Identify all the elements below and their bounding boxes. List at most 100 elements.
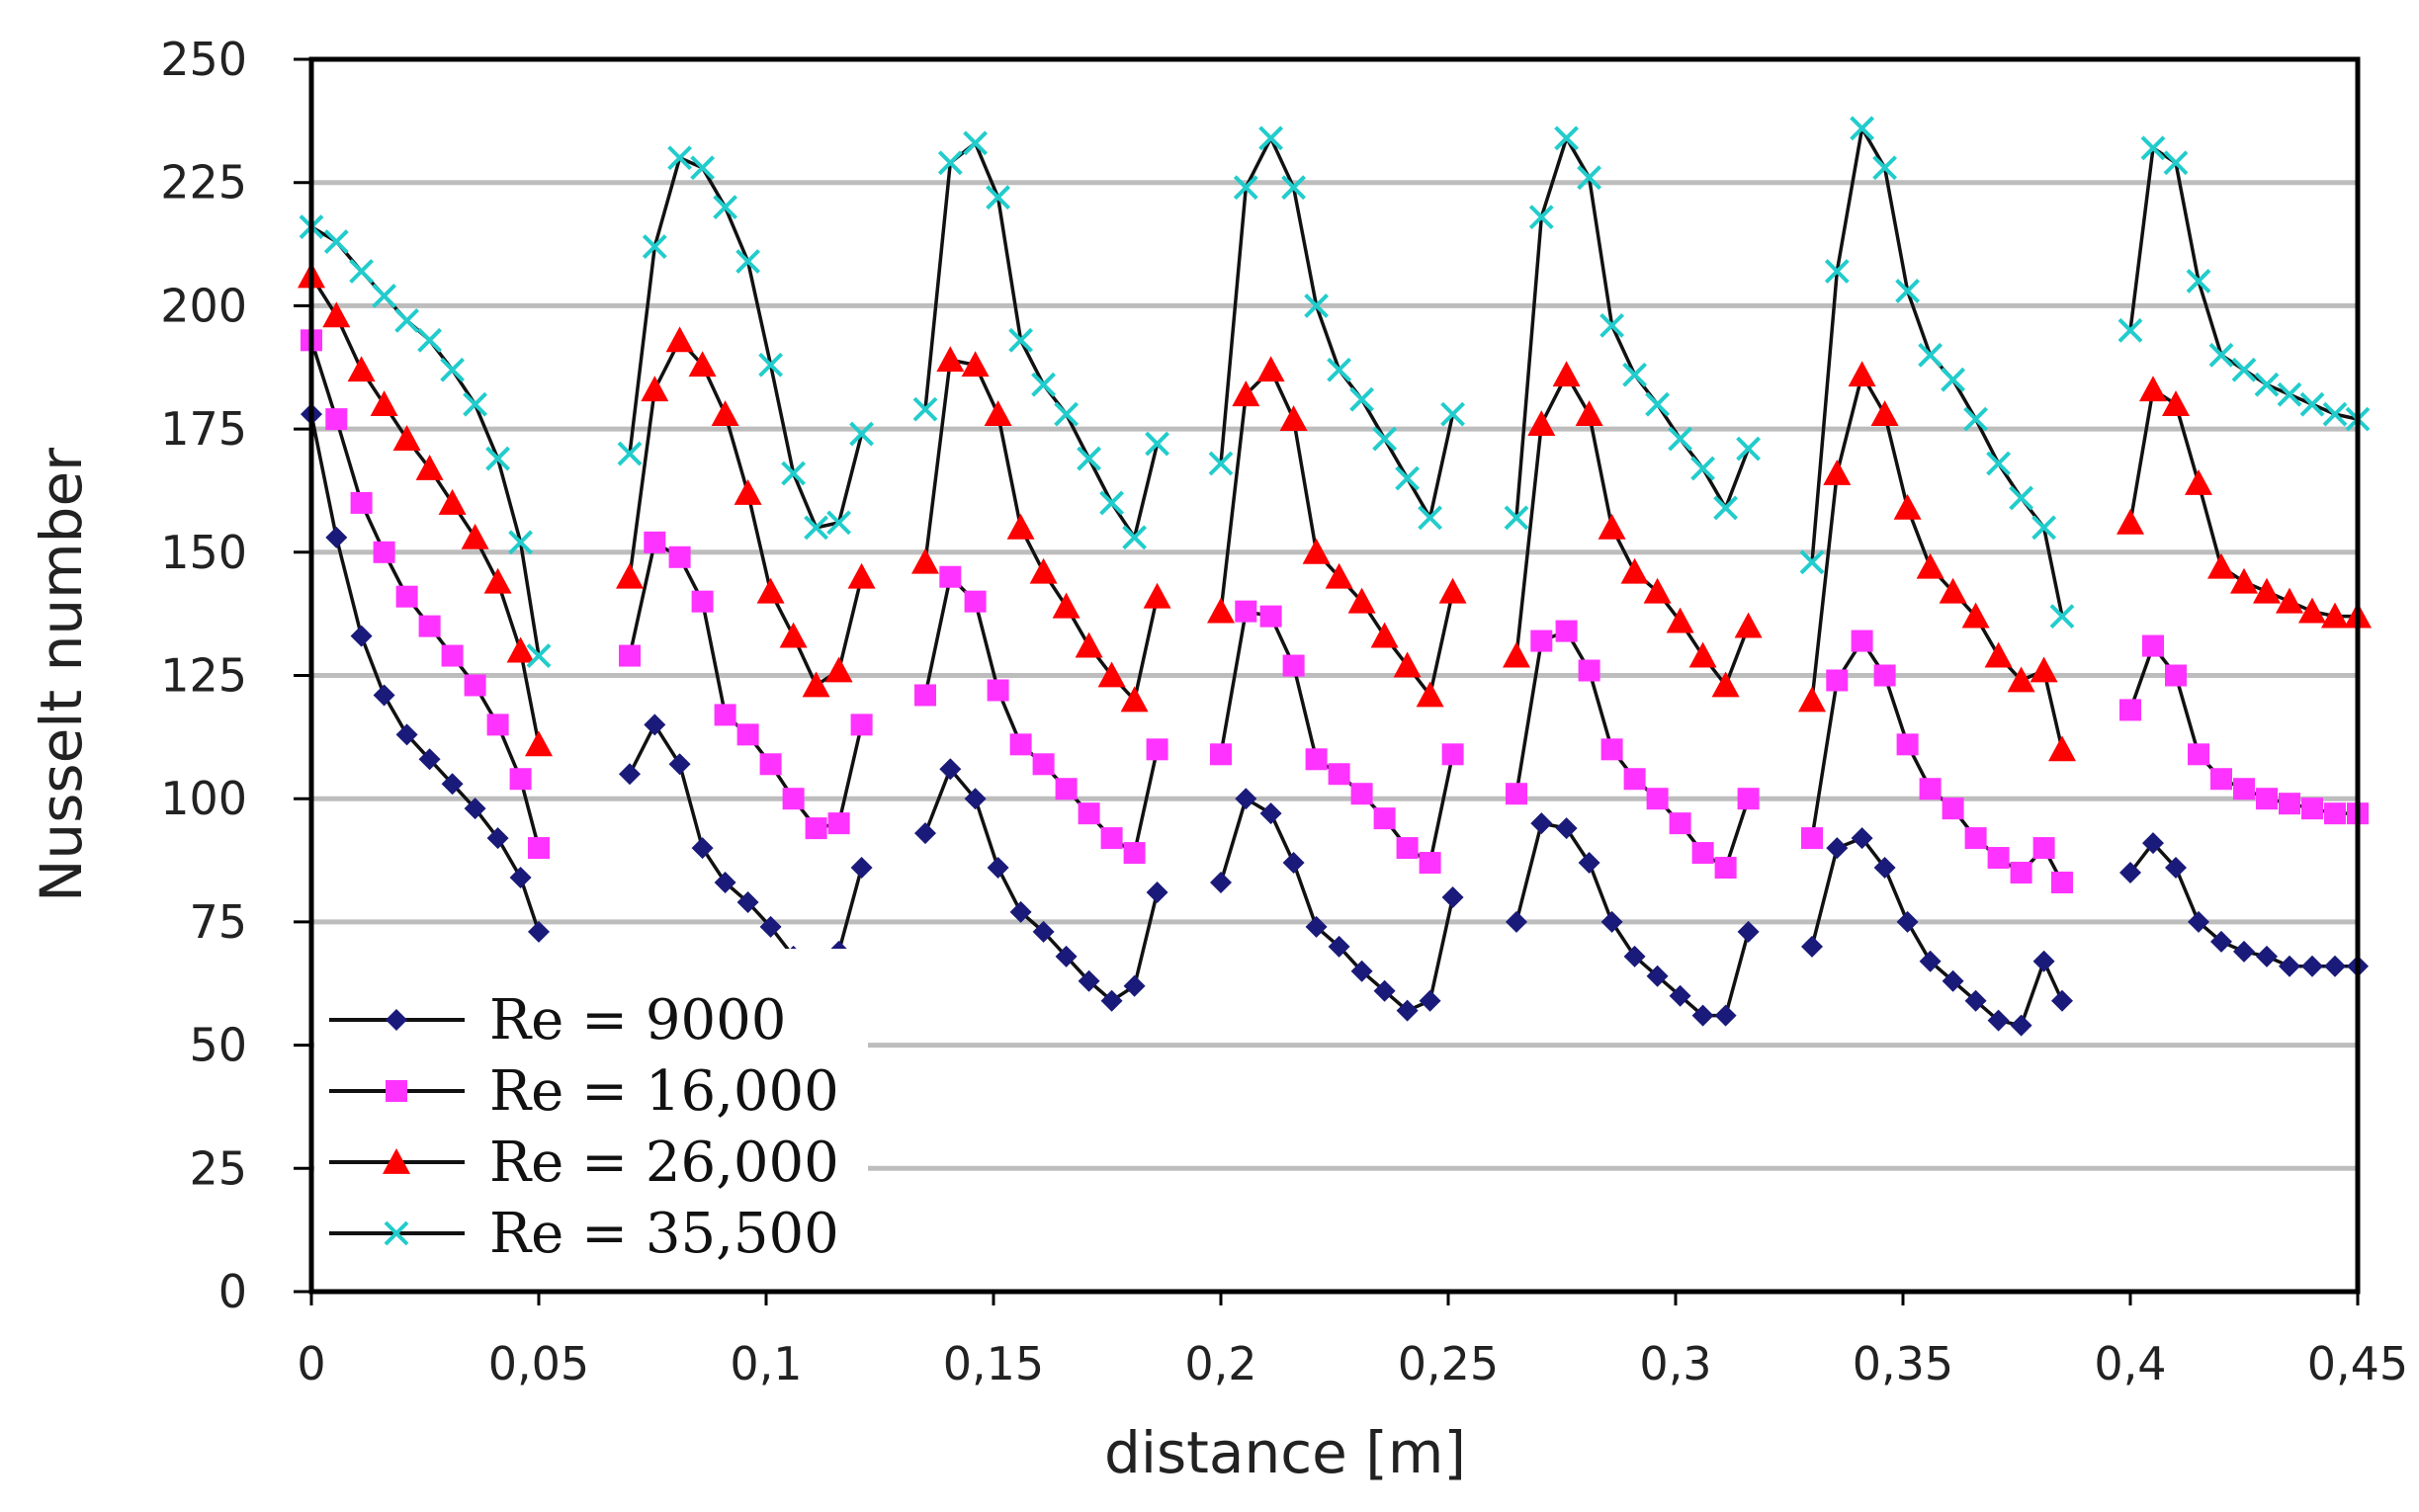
data-point-stroke bbox=[1690, 456, 1716, 481]
data-point bbox=[1210, 743, 1232, 766]
data-point bbox=[1438, 577, 1467, 604]
data-point bbox=[1896, 733, 1919, 756]
data-point-stroke bbox=[2186, 269, 2211, 294]
data-point bbox=[914, 684, 936, 707]
data-point bbox=[1419, 852, 1441, 875]
data-point bbox=[1711, 671, 1740, 698]
data-point-stroke bbox=[1077, 446, 1102, 471]
data-point bbox=[668, 753, 691, 776]
data-point bbox=[1669, 984, 1691, 1007]
x-tick-label: 0,2 bbox=[1184, 1337, 1256, 1390]
data-point bbox=[1419, 989, 1441, 1012]
data-point bbox=[1120, 686, 1149, 713]
data-point bbox=[2007, 666, 2035, 693]
data-point bbox=[1734, 612, 1763, 638]
x-tick-label: 0,15 bbox=[943, 1337, 1044, 1390]
x-tick-label: 0,45 bbox=[2307, 1337, 2408, 1390]
data-point bbox=[1987, 847, 2010, 870]
data-point bbox=[1714, 1004, 1737, 1027]
legend-label: Re = 16,000 bbox=[489, 1059, 839, 1124]
data-point bbox=[1078, 969, 1100, 992]
y-tick-label: 125 bbox=[160, 649, 247, 703]
data-point bbox=[619, 763, 641, 786]
data-point bbox=[1418, 505, 1443, 531]
data-point bbox=[1987, 1009, 2010, 1032]
data-point bbox=[372, 284, 397, 308]
data-point bbox=[734, 478, 762, 505]
data-point bbox=[1577, 165, 1602, 191]
data-point bbox=[936, 346, 965, 373]
data-point bbox=[1327, 357, 1352, 382]
data-point bbox=[2051, 989, 2073, 1012]
data-point bbox=[804, 515, 829, 541]
data-point bbox=[1666, 607, 1694, 633]
data-point bbox=[1736, 436, 1762, 462]
data-point bbox=[1373, 807, 1396, 830]
data-point-stroke bbox=[1372, 426, 1398, 452]
data-point bbox=[347, 356, 376, 382]
data-point bbox=[2142, 634, 2164, 657]
data-point-stroke bbox=[417, 327, 443, 353]
data-point-stroke bbox=[1577, 165, 1602, 191]
data-point bbox=[2142, 832, 2164, 855]
data-point-stroke bbox=[1554, 126, 1580, 151]
data-point bbox=[1256, 356, 1285, 382]
series-triangle bbox=[298, 262, 2372, 762]
y-tick-label: 250 bbox=[160, 33, 247, 86]
data-point bbox=[1122, 525, 1148, 550]
data-point-stroke bbox=[1986, 451, 2012, 476]
data-point bbox=[850, 857, 873, 880]
data-point bbox=[1620, 557, 1649, 584]
data-point-stroke bbox=[1963, 406, 1989, 432]
data-point bbox=[1599, 312, 1625, 338]
data-point bbox=[1006, 513, 1035, 540]
data-point-stroke bbox=[1304, 293, 1330, 318]
data-point-stroke bbox=[1872, 155, 1898, 181]
data-point bbox=[415, 455, 444, 480]
data-point bbox=[395, 723, 418, 746]
data-point-stroke bbox=[1008, 327, 1034, 353]
data-point bbox=[1077, 446, 1102, 471]
legend-background bbox=[314, 949, 868, 1285]
y-tick-label: 100 bbox=[160, 772, 247, 825]
x-tick-label: 0 bbox=[297, 1337, 325, 1390]
data-point bbox=[1623, 945, 1646, 967]
data-point-stroke bbox=[781, 461, 807, 486]
data-point bbox=[1032, 920, 1055, 943]
data-point bbox=[383, 1148, 410, 1174]
data-point bbox=[1578, 659, 1600, 682]
data-point bbox=[2162, 390, 2190, 417]
data-point bbox=[2117, 317, 2143, 343]
data-point bbox=[2188, 910, 2209, 933]
data-point-stroke bbox=[2163, 150, 2189, 176]
data-point bbox=[1939, 577, 1967, 604]
x-tick-labels: 0 0,05 0,1 0,15 0,2 0,25 0,3 0,35 0,4 0,45 bbox=[297, 1292, 2408, 1390]
data-point bbox=[1668, 426, 1693, 452]
data-point bbox=[1372, 426, 1398, 452]
data-point-stroke bbox=[1233, 175, 1258, 201]
data-point-stroke bbox=[1895, 279, 1921, 303]
data-point bbox=[2230, 567, 2258, 594]
data-point-stroke bbox=[2208, 342, 2234, 368]
data-point-stroke bbox=[1440, 401, 1466, 427]
y-tick-label: 150 bbox=[160, 526, 247, 579]
data-point bbox=[418, 615, 441, 637]
data-point bbox=[350, 491, 373, 514]
y-tick-label: 175 bbox=[160, 402, 247, 456]
data-point-stroke bbox=[1668, 426, 1693, 452]
data-point bbox=[1873, 857, 1896, 880]
data-point bbox=[644, 714, 666, 736]
data-point bbox=[2210, 768, 2232, 791]
data-point-stroke bbox=[1054, 401, 1080, 427]
data-point bbox=[1208, 451, 1234, 476]
data-point bbox=[509, 768, 532, 791]
data-point bbox=[1850, 116, 1875, 141]
data-point bbox=[1896, 910, 1919, 933]
data-point bbox=[2009, 485, 2034, 511]
series-diamond bbox=[301, 403, 2369, 1037]
data-point bbox=[392, 425, 421, 451]
data-point bbox=[464, 674, 486, 697]
data-point bbox=[665, 326, 694, 353]
data-point-stroke bbox=[826, 510, 852, 536]
data-point-stroke bbox=[1824, 259, 1850, 284]
